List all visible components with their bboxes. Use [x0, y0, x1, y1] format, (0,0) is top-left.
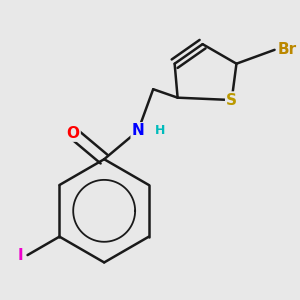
Text: Br: Br	[278, 42, 297, 57]
Text: O: O	[67, 126, 80, 141]
Text: I: I	[17, 248, 23, 262]
Text: H: H	[155, 124, 165, 137]
Text: N: N	[132, 123, 144, 138]
Text: S: S	[226, 92, 237, 107]
